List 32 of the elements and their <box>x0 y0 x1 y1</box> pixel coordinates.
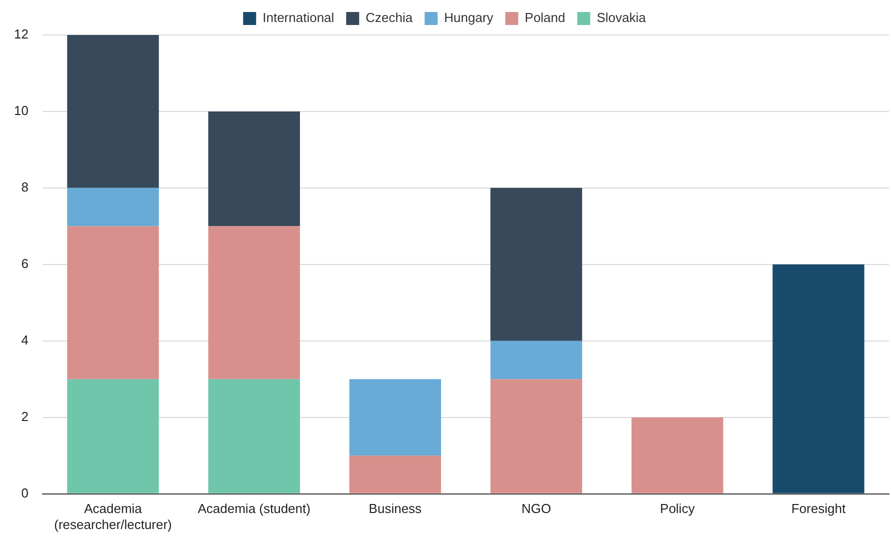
x-tick-label: Academia (researcher/lecturer) <box>54 501 172 532</box>
y-tick-label: 4 <box>21 332 28 348</box>
bar <box>208 226 300 380</box>
legend-label: Czechia <box>366 10 414 26</box>
bar <box>67 35 159 188</box>
y-tick-label: 12 <box>14 26 28 42</box>
bar <box>772 264 864 494</box>
bar <box>67 188 159 226</box>
legend-label: Slovakia <box>596 10 647 26</box>
bar <box>490 379 582 494</box>
x-tick-label: Policy <box>660 501 696 516</box>
y-tick-label: 0 <box>21 485 28 500</box>
y-tick-label: 10 <box>14 103 28 118</box>
legend-label: Hungary <box>444 10 494 26</box>
bar <box>349 379 442 456</box>
bar <box>349 456 442 494</box>
legend-label: International <box>262 10 334 26</box>
x-tick-label: NGO <box>521 501 552 516</box>
y-tick-label: 8 <box>21 180 28 195</box>
bar <box>67 226 159 380</box>
x-tick-label: Business <box>368 501 422 516</box>
bar <box>67 379 159 494</box>
bar <box>490 340 582 380</box>
legend-label: Poland <box>524 10 566 26</box>
bar <box>208 379 300 494</box>
x-tick-label: Academia (student) <box>198 501 310 516</box>
y-tick-label: 6 <box>21 256 28 271</box>
bar <box>208 111 300 226</box>
y-tick-label: 2 <box>21 408 28 424</box>
bar <box>490 188 582 341</box>
bar <box>632 417 724 494</box>
x-tick-label: Foresight <box>791 501 846 516</box>
